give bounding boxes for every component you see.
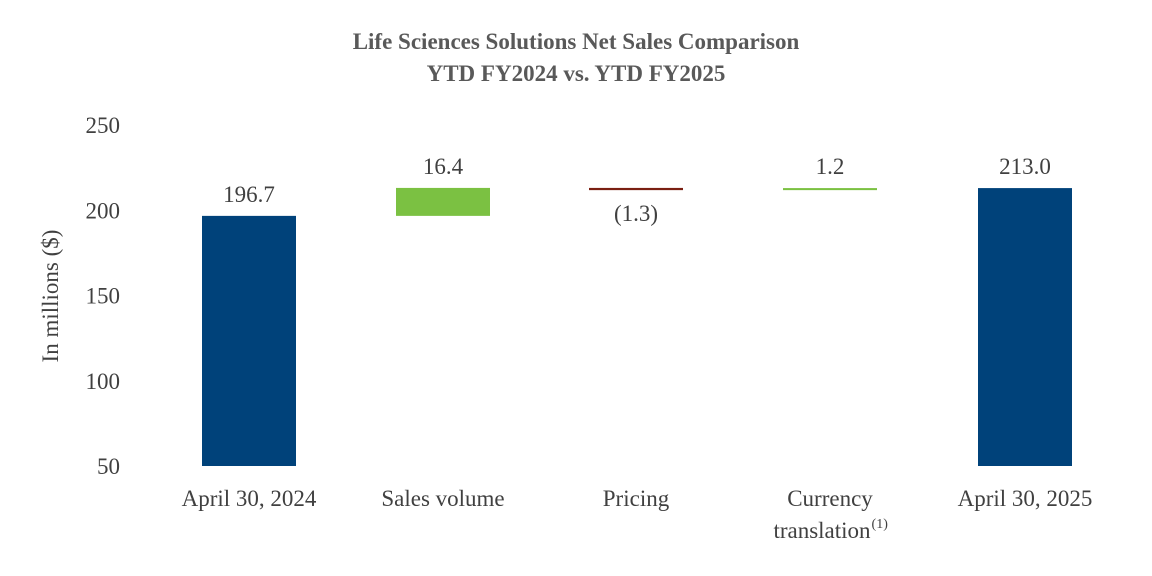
y-tick-label: 150 bbox=[86, 284, 121, 309]
category-label-0: April 30, 2024 bbox=[182, 486, 317, 511]
footnote-marker: (1) bbox=[872, 517, 889, 532]
data-labels-group: 196.7 16.4 (1.3) 1.2 213.0 bbox=[223, 154, 1051, 226]
category-label-2: Pricing bbox=[603, 486, 670, 511]
data-label-2: (1.3) bbox=[614, 201, 658, 226]
y-tick-label: 50 bbox=[97, 454, 120, 479]
bar-0 bbox=[202, 215, 296, 466]
y-tick-label: 200 bbox=[86, 198, 121, 223]
data-label-3: 1.2 bbox=[816, 154, 845, 179]
y-tick-label: 250 bbox=[86, 113, 121, 138]
y-axis-ticks: 50 100 150 200 250 bbox=[86, 113, 121, 479]
data-label-0: 196.7 bbox=[223, 182, 275, 207]
category-label-1: Sales volume bbox=[381, 486, 504, 511]
y-axis-label: In millions ($) bbox=[38, 230, 63, 363]
chart-title: Life Sciences Solutions Net Sales Compar… bbox=[353, 29, 800, 54]
data-label-1: 16.4 bbox=[423, 154, 464, 179]
category-label-4: April 30, 2025 bbox=[958, 486, 1093, 511]
chart-subtitle: YTD FY2024 vs. YTD FY2025 bbox=[427, 61, 726, 86]
category-label-3: Currency bbox=[787, 486, 873, 511]
data-label-4: 213.0 bbox=[999, 154, 1051, 179]
bar-2 bbox=[589, 187, 683, 191]
bar-4 bbox=[978, 188, 1072, 466]
category-label-3-line2: translation bbox=[773, 518, 871, 543]
category-labels-group: April 30, 2024 Sales volume Pricing Currenc… bbox=[182, 486, 1093, 543]
bar-3 bbox=[783, 188, 877, 191]
y-tick-label: 100 bbox=[86, 369, 121, 394]
bar-1 bbox=[396, 187, 490, 216]
bars-group bbox=[202, 187, 1072, 466]
